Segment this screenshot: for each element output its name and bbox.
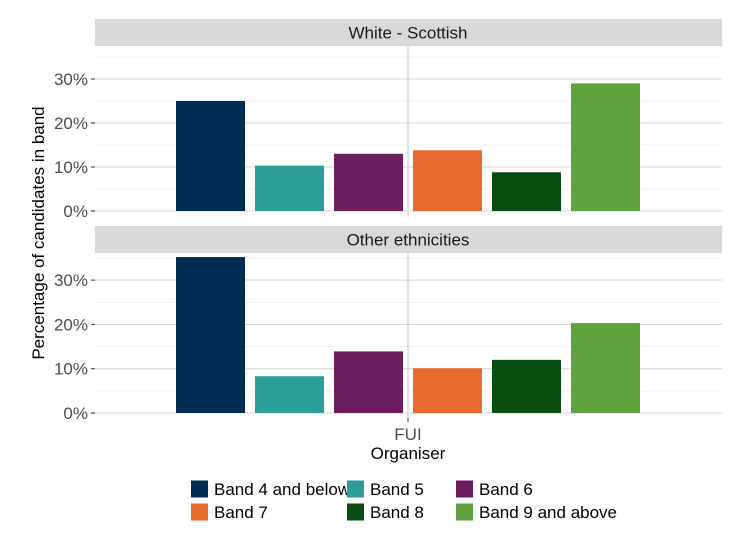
y-tick-label: 0% <box>63 202 88 221</box>
legend-label: Band 9 and above <box>479 503 617 522</box>
legend-swatch <box>191 480 208 498</box>
legend-item: Band 9 and above <box>456 503 617 522</box>
legend-label: Band 4 and below <box>214 480 351 499</box>
bar <box>571 83 640 211</box>
y-tick-label: 30% <box>54 271 88 290</box>
facet-strip <box>95 226 722 253</box>
legend-swatch <box>347 503 364 521</box>
y-tick-label: 10% <box>54 158 88 177</box>
facet-panel: Other ethnicities 0% 10% 20% 30% <box>54 226 722 423</box>
bar <box>255 376 324 413</box>
y-tick-label: 20% <box>54 114 88 133</box>
legend-label: Band 5 <box>370 480 424 499</box>
legend: Band 4 and below Band 5 Band 6 Band 7 Band 8… <box>191 480 617 522</box>
bar <box>176 101 245 211</box>
y-axis-title: Percentage of candidates in band <box>29 106 48 359</box>
x-tick-label: FUI <box>394 425 421 444</box>
bar <box>334 153 403 211</box>
legend-swatch <box>191 503 208 521</box>
legend-swatch <box>456 503 473 521</box>
y-tick-label: 20% <box>54 315 88 334</box>
legend-item: Band 5 <box>347 480 424 499</box>
bar <box>255 165 324 211</box>
bar <box>413 368 482 413</box>
x-axis-title: Organiser <box>371 444 446 463</box>
legend-label: Band 8 <box>370 503 424 522</box>
bar <box>176 257 245 413</box>
facet-title: White - Scottish <box>348 24 467 43</box>
bar <box>571 323 640 413</box>
legend-label: Band 7 <box>214 503 268 522</box>
bar <box>492 172 561 211</box>
y-tick-label: 0% <box>63 404 88 423</box>
legend-label: Band 6 <box>479 480 533 499</box>
legend-item: Band 7 <box>191 503 268 522</box>
legend-item: Band 6 <box>456 480 533 499</box>
facet-title: Other ethnicities <box>347 231 470 250</box>
bar <box>413 150 482 211</box>
y-tick-label: 10% <box>54 360 88 379</box>
facet-panel: White - Scottish 0% 10% 20% 30% <box>54 19 722 221</box>
legend-swatch <box>347 480 364 498</box>
facet-strip <box>95 19 722 46</box>
y-tick-label: 30% <box>54 70 88 89</box>
legend-item: Band 4 and below <box>191 480 351 499</box>
legend-swatch <box>456 480 473 498</box>
bar <box>334 351 403 413</box>
bar <box>492 359 561 413</box>
legend-item: Band 8 <box>347 503 424 522</box>
